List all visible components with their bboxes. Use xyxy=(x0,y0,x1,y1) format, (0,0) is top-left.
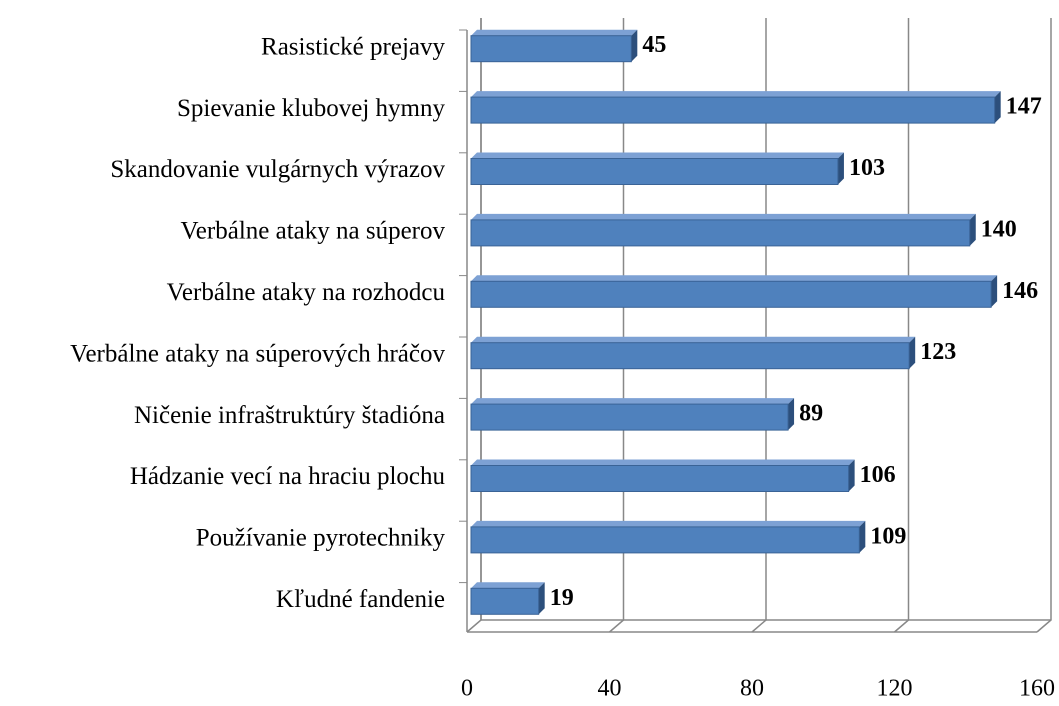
bar-face xyxy=(471,520,866,527)
x-tick-label: 0 xyxy=(461,676,473,702)
bar xyxy=(470,152,844,185)
bar xyxy=(470,275,998,308)
data-label: 103 xyxy=(849,155,885,181)
bar-face xyxy=(991,275,998,308)
bar-face xyxy=(470,35,632,63)
y-tick-label: Hádzanie vecí na hraciu plochu xyxy=(130,463,446,490)
bar-face xyxy=(471,582,545,589)
bar-face xyxy=(909,336,916,369)
bar xyxy=(470,213,976,247)
bar-face xyxy=(848,459,855,492)
y-tick-label: Ničenie infraštruktúry štadióna xyxy=(134,402,445,429)
bar-face xyxy=(471,398,795,405)
data-label: 140 xyxy=(981,216,1017,242)
y-tick-label: Verbálne ataky na súperových hráčov xyxy=(70,340,445,367)
bar-face xyxy=(994,91,1001,124)
bar xyxy=(470,398,795,431)
bar-face xyxy=(859,520,866,553)
bar-face xyxy=(471,459,855,466)
bar-face xyxy=(470,280,992,308)
bar-face xyxy=(837,152,844,185)
bar-face xyxy=(788,398,795,431)
data-label: 147 xyxy=(1006,94,1042,120)
data-label: 123 xyxy=(920,339,956,365)
y-tick-label: Kľudné fandenie xyxy=(276,586,445,613)
x-tick-label: 80 xyxy=(740,676,764,702)
bar-face xyxy=(470,219,971,247)
bar-face xyxy=(471,29,638,36)
bar-face xyxy=(470,526,860,554)
data-label: 146 xyxy=(1002,278,1038,304)
bar-face xyxy=(471,152,844,159)
bar-face xyxy=(538,582,545,615)
data-label: 45 xyxy=(642,32,666,58)
bar-face xyxy=(471,213,976,220)
bar xyxy=(470,91,1001,124)
data-label: 106 xyxy=(860,462,896,488)
bar-face xyxy=(470,342,910,370)
bar xyxy=(470,459,855,492)
bar-face xyxy=(471,336,916,343)
y-tick-label: Používanie pyrotechniky xyxy=(196,525,446,552)
y-tick-label: Verbálne ataky na rozhodcu xyxy=(167,279,446,306)
data-label: 89 xyxy=(799,401,823,427)
data-label: 109 xyxy=(870,523,906,549)
y-tick-label: Skandovanie vulgárnych výrazov xyxy=(110,156,445,183)
bar-face xyxy=(470,465,850,492)
x-tick-label: 160 xyxy=(1019,676,1055,702)
bar xyxy=(470,520,866,554)
y-tick-label: Verbálne ataky na súperov xyxy=(181,218,446,245)
bar-face xyxy=(471,275,998,282)
bar-face xyxy=(470,96,996,124)
bar-face xyxy=(470,587,540,615)
x-tick-label: 40 xyxy=(598,676,622,702)
data-label: 19 xyxy=(550,585,574,611)
bar xyxy=(470,582,545,615)
bar-face xyxy=(470,158,839,185)
bar-face xyxy=(471,91,1001,98)
bar xyxy=(470,29,638,63)
bar-face xyxy=(969,213,976,246)
bar-face xyxy=(470,403,789,431)
y-tick-label: Spievanie klubovej hymny xyxy=(177,95,446,122)
x-tick-label: 120 xyxy=(877,676,913,702)
grid-line xyxy=(1036,18,1052,633)
y-tick-label: Rasistické prejavy xyxy=(261,33,445,60)
bar xyxy=(470,336,916,370)
bar-face xyxy=(631,29,638,62)
